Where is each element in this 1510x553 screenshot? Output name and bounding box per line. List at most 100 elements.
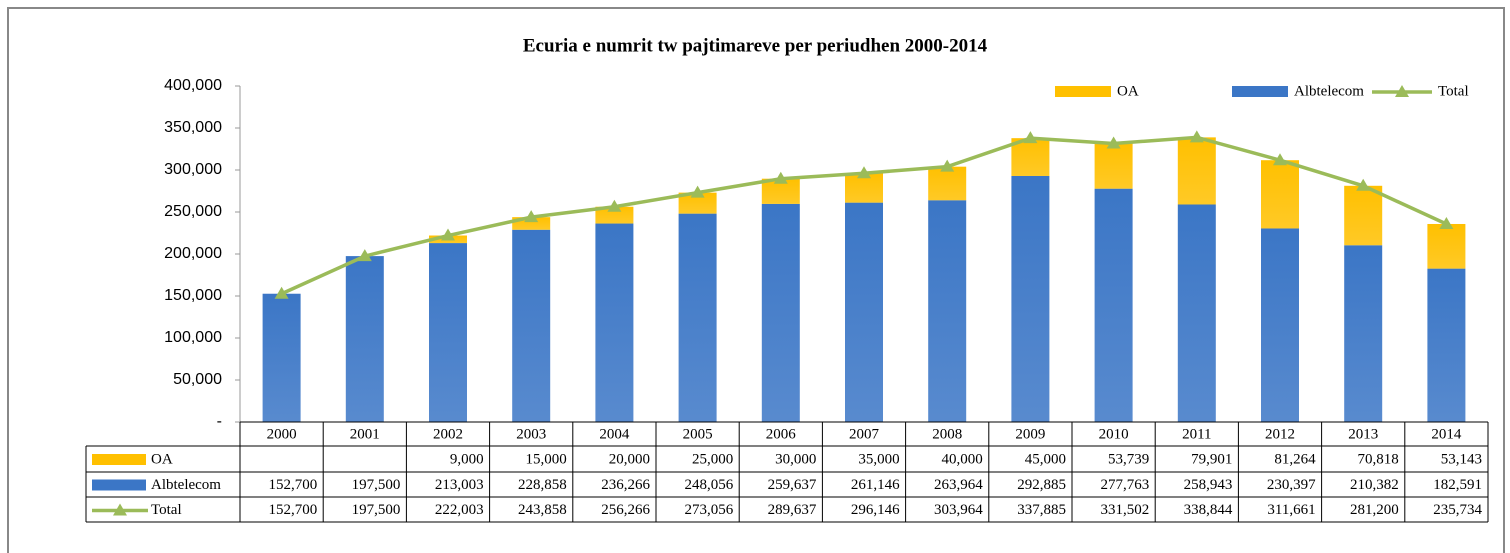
y-tick-label: 400,000 — [164, 77, 222, 94]
table-cell: 197,500 — [352, 477, 401, 493]
table-cell: 292,885 — [1017, 477, 1066, 493]
y-tick-label: 150,000 — [164, 287, 222, 304]
table-swatch — [92, 454, 146, 465]
table-header: 2002 — [433, 426, 463, 442]
y-tick-label: 300,000 — [164, 161, 222, 178]
table-header: 2011 — [1182, 426, 1211, 442]
legend-label: OA — [1117, 83, 1139, 99]
bar — [1344, 245, 1383, 422]
legend-label: Albtelecom — [1294, 83, 1364, 99]
marker — [524, 210, 539, 223]
table-cell: 248,056 — [684, 477, 733, 493]
table-cell: 53,143 — [1441, 451, 1482, 467]
bar — [1011, 175, 1050, 422]
marker — [773, 171, 788, 184]
frame — [7, 7, 1505, 553]
bar — [1261, 228, 1299, 422]
legend-label: Total — [1438, 83, 1469, 99]
table-cell: 277,763 — [1100, 477, 1149, 493]
marker — [1106, 136, 1121, 149]
marker — [1023, 131, 1038, 144]
table-header: 2012 — [1265, 426, 1295, 442]
table-cell: 152,700 — [268, 502, 317, 518]
table-cell: 228,858 — [518, 477, 567, 493]
marker — [1356, 178, 1371, 191]
table-cell: 296,146 — [851, 502, 900, 518]
bar — [1427, 268, 1466, 422]
table-cell: 40,000 — [942, 451, 983, 467]
bar — [1011, 138, 1050, 176]
table-header: 2004 — [599, 426, 630, 442]
legend-swatch — [1232, 86, 1288, 97]
table-cell: 81,264 — [1274, 451, 1316, 467]
table-cell: 338,844 — [1184, 502, 1233, 518]
marker — [690, 185, 705, 198]
table-cell: 236,266 — [601, 477, 650, 493]
y-tick-label: 50,000 — [173, 371, 222, 388]
table-cell: 337,885 — [1017, 502, 1066, 518]
table-cell: 243,858 — [518, 502, 567, 518]
bar — [1261, 160, 1299, 229]
table-cell: 331,502 — [1100, 502, 1149, 518]
bar — [1177, 204, 1216, 422]
table-header: 2013 — [1348, 426, 1378, 442]
bar — [1427, 223, 1466, 269]
table-cell: 258,943 — [1184, 477, 1233, 493]
bar — [345, 256, 384, 422]
table-cell: 256,266 — [601, 502, 650, 518]
table-cell: 222,003 — [435, 502, 484, 518]
table-cell: 15,000 — [526, 451, 567, 467]
bar — [429, 243, 467, 422]
bar — [595, 206, 634, 224]
table-cell: 263,964 — [934, 477, 983, 493]
table-cell: 235,734 — [1433, 502, 1482, 518]
marker — [357, 249, 372, 262]
table-header: 2006 — [766, 426, 797, 442]
table-cell: 20,000 — [609, 451, 650, 467]
y-tick-label: 100,000 — [164, 329, 222, 346]
table-cell: 210,382 — [1350, 477, 1399, 493]
table-cell: 25,000 — [692, 451, 733, 467]
bar — [595, 223, 634, 422]
bar — [1094, 188, 1133, 422]
table-cell: 30,000 — [775, 451, 816, 467]
bar — [1177, 137, 1216, 205]
table-header: 2001 — [350, 426, 380, 442]
table-row-label: Albtelecom — [151, 477, 221, 493]
table-header: 2007 — [849, 426, 880, 442]
bar — [1344, 185, 1383, 246]
table-cell: 230,397 — [1267, 477, 1316, 493]
bar — [761, 203, 800, 422]
y-tick-label: 350,000 — [164, 119, 222, 136]
table-cell: 79,901 — [1191, 451, 1232, 467]
table-cell: 289,637 — [768, 502, 817, 518]
table-row-label: OA — [151, 451, 173, 467]
y-tick-label: - — [217, 413, 222, 430]
marker — [857, 166, 871, 179]
table-cell: 35,000 — [858, 451, 899, 467]
table-cell: 259,637 — [768, 477, 817, 493]
table-cell: 45,000 — [1025, 451, 1066, 467]
table-header: 2008 — [932, 426, 962, 442]
legend-swatch — [1055, 86, 1111, 97]
bar — [262, 293, 301, 422]
chart-title: Ecuria e numrit tw pajtimareve per periu… — [523, 35, 988, 56]
marker — [441, 228, 455, 241]
bar — [678, 192, 717, 214]
bar — [928, 200, 967, 422]
table-cell: 303,964 — [934, 502, 983, 518]
bar — [512, 229, 551, 422]
table-header: 2005 — [683, 426, 713, 442]
marker — [1189, 130, 1204, 143]
y-tick-label: 200,000 — [164, 245, 222, 262]
table-cell: 53,739 — [1108, 451, 1149, 467]
marker — [1273, 153, 1287, 166]
bar — [928, 166, 967, 201]
table-header: 2010 — [1099, 426, 1129, 442]
table-swatch — [92, 479, 146, 491]
table-cell: 9,000 — [450, 451, 484, 467]
table-cell: 281,200 — [1350, 502, 1399, 518]
table-cell: 152,700 — [268, 477, 317, 493]
